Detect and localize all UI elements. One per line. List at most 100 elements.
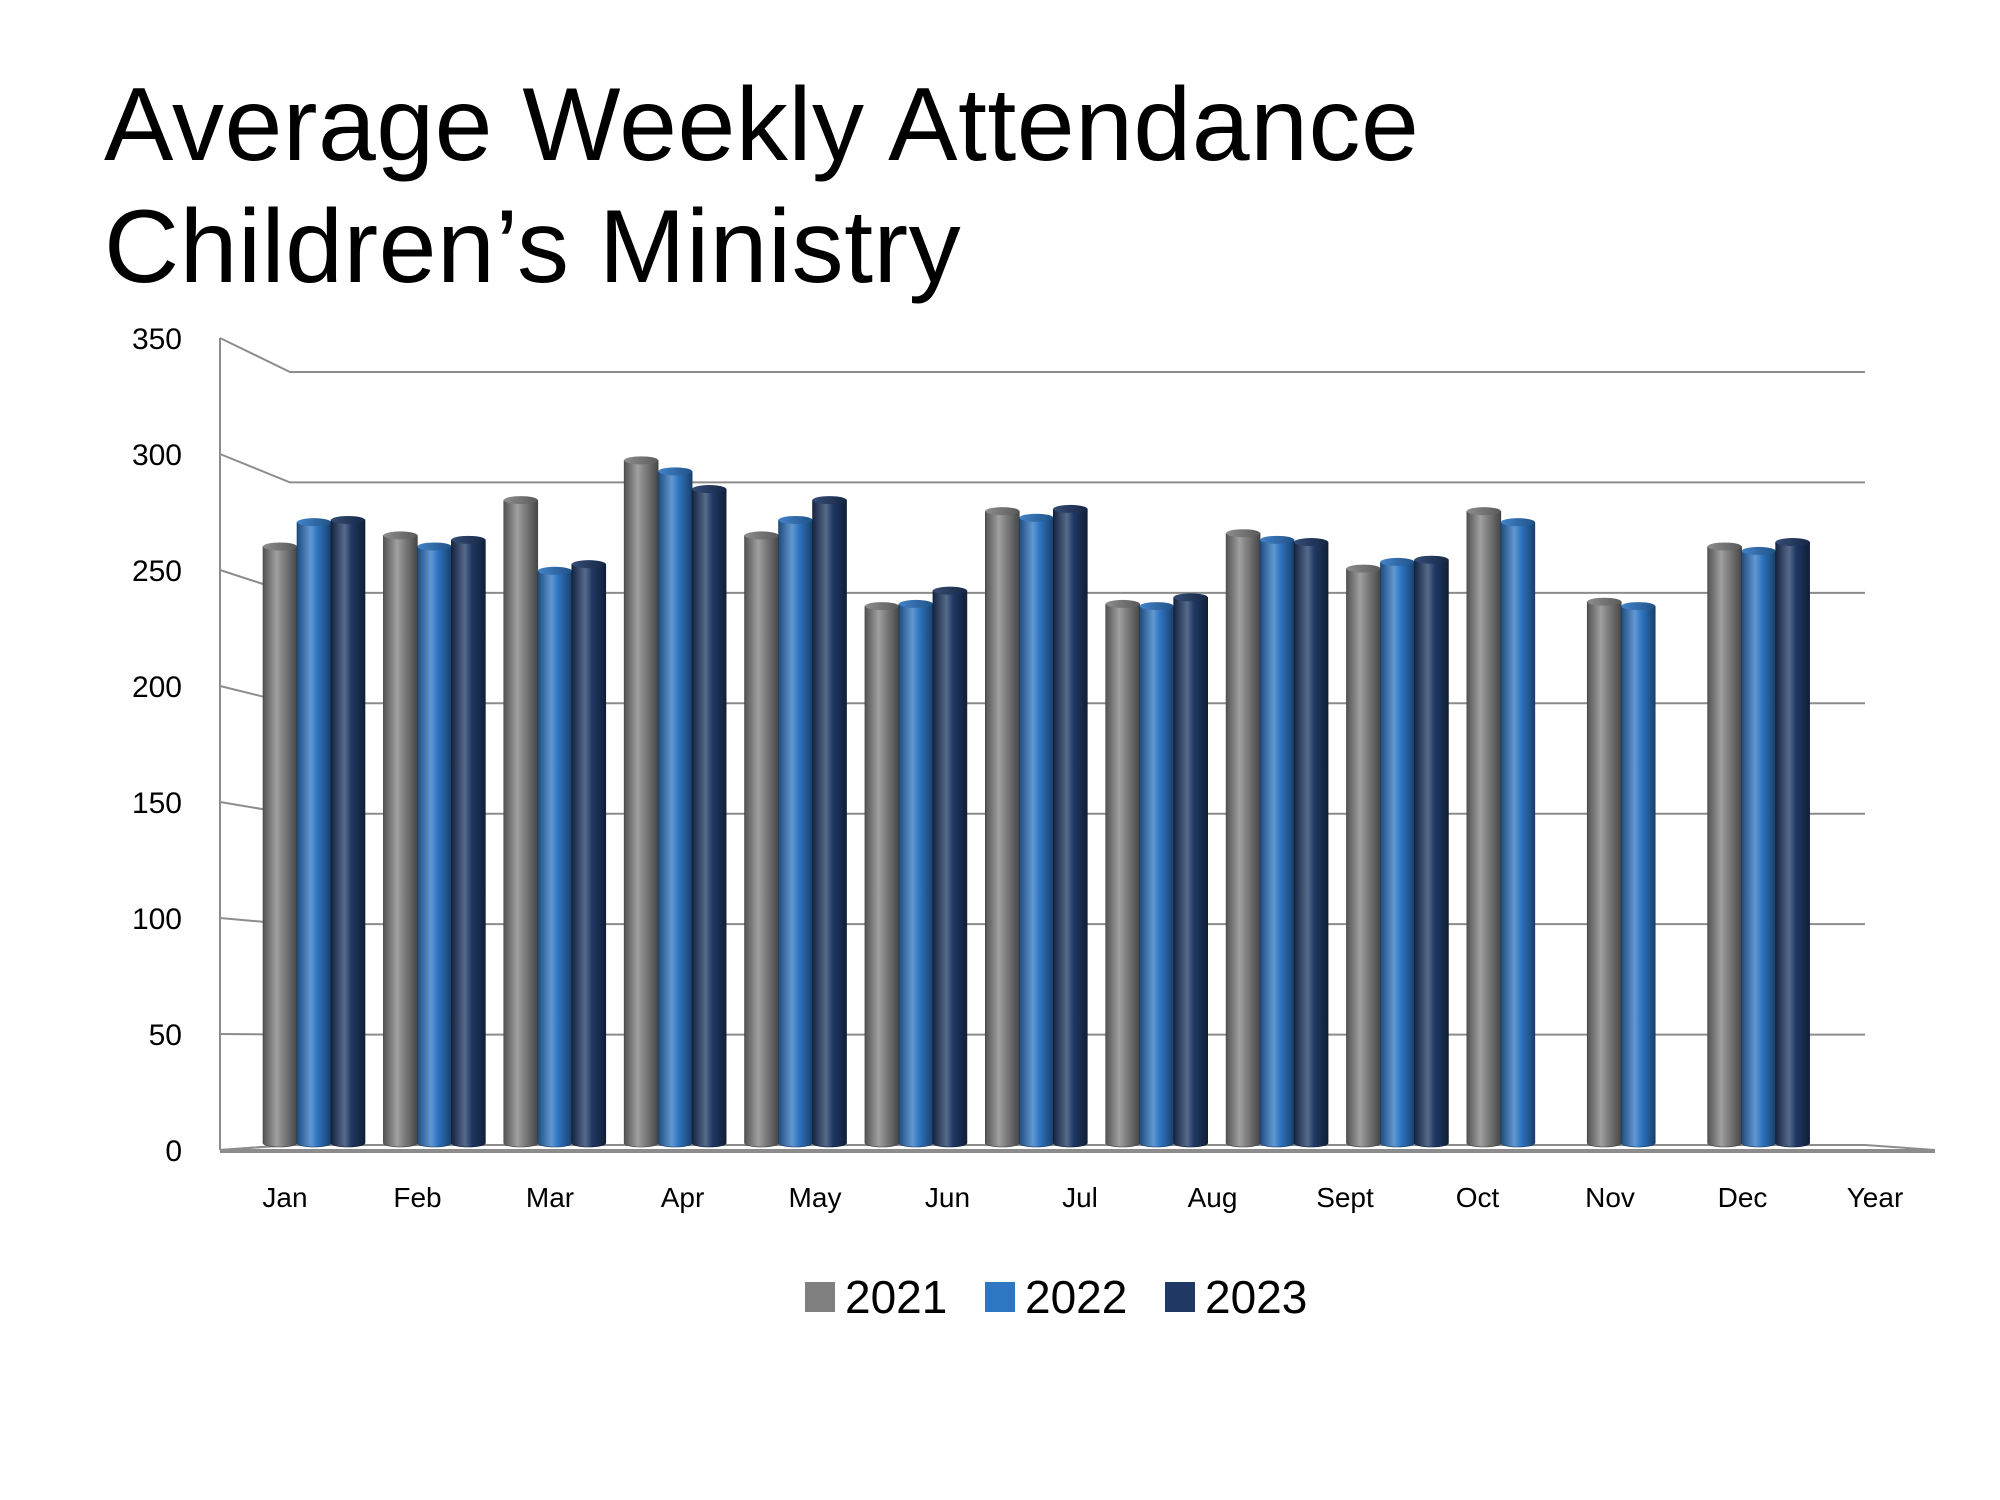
bar-cap — [1741, 546, 1776, 555]
bar-cap — [571, 560, 606, 569]
bar-body — [623, 460, 659, 1148]
bar-dec-2021 — [1586, 597, 1622, 1148]
bars — [262, 456, 1810, 1148]
bar-body — [691, 488, 727, 1148]
bar-aug-2022 — [1139, 602, 1174, 1148]
bar-cap — [1139, 602, 1174, 611]
bar-cap — [1500, 518, 1535, 527]
bar-cap — [1707, 542, 1742, 551]
bar-sept-2022 — [1259, 535, 1295, 1148]
bar-cap — [1053, 504, 1088, 513]
bar-jun-2022 — [898, 599, 934, 1148]
bar-body — [1500, 521, 1536, 1148]
bar-body — [1105, 603, 1140, 1148]
x-label-jul: Jul — [1062, 1182, 1098, 1213]
y-tick-label: 150 — [132, 787, 182, 820]
bar-cap — [985, 507, 1020, 516]
bar-may-2023 — [812, 496, 847, 1148]
bar-body — [1346, 568, 1381, 1148]
bar-mar-2023 — [571, 560, 607, 1148]
x-label-year: Year — [1847, 1182, 1904, 1213]
bar-cap — [1226, 529, 1261, 538]
bar-body — [1053, 508, 1088, 1148]
x-label-jan: Jan — [262, 1182, 307, 1213]
bar-cap — [898, 599, 933, 608]
bar-jun-2023 — [932, 586, 968, 1148]
x-label-may: May — [789, 1182, 842, 1213]
bar-body — [778, 519, 813, 1148]
bar-jan-2022 — [296, 518, 332, 1148]
bar-cap — [1466, 507, 1501, 516]
bar-cap — [658, 467, 693, 476]
bar-nov-2021 — [1466, 507, 1502, 1148]
bar-body — [812, 499, 847, 1148]
bar-body — [417, 546, 452, 1148]
x-label-jun: Jun — [925, 1182, 970, 1213]
bar-dec-2022 — [1620, 602, 1656, 1148]
bar-oct-2021 — [1346, 564, 1381, 1148]
bar-aug-2021 — [1105, 599, 1140, 1148]
gridline — [219, 337, 1865, 373]
legend-label: 2021 — [845, 1271, 947, 1323]
bar-body — [1259, 539, 1295, 1148]
bar-body — [451, 539, 486, 1148]
bar-cap — [537, 566, 572, 575]
bar-cap — [1019, 513, 1054, 522]
bar-cap — [692, 485, 727, 494]
bar-body — [864, 605, 900, 1148]
legend-label: 2023 — [1205, 1271, 1307, 1323]
y-tick-label: 50 — [149, 1019, 182, 1052]
x-label-apr: Apr — [661, 1182, 705, 1213]
bar-cap — [864, 602, 899, 611]
bar-cap — [1380, 557, 1415, 566]
bar-jul-2023 — [1053, 504, 1088, 1148]
bar-feb-2023 — [451, 535, 486, 1148]
legend: 2021 2022 2023 — [805, 1271, 1307, 1323]
bar-body — [744, 535, 779, 1148]
legend-item-2021: 2021 — [805, 1271, 947, 1323]
bar-body — [1173, 596, 1208, 1148]
bar-body — [985, 510, 1020, 1148]
title-line-1: Average Weekly Attendance — [104, 67, 1420, 183]
bar-cap — [1105, 599, 1140, 608]
bar-jul-2021 — [985, 507, 1020, 1148]
legend-swatch — [805, 1282, 835, 1312]
bar-cap — [932, 586, 967, 595]
bar-apr-2021 — [623, 456, 659, 1148]
bar-year-2021 — [1707, 542, 1742, 1148]
y-tick-label: 0 — [165, 1135, 182, 1168]
bar-body — [898, 603, 934, 1148]
bar-may-2022 — [778, 515, 813, 1148]
bar-cap — [1621, 602, 1656, 611]
bar-year-2023 — [1775, 538, 1810, 1148]
bar-cap — [417, 542, 452, 551]
bar-cap — [1775, 538, 1810, 547]
legend-item-2022: 2022 — [985, 1271, 1127, 1323]
y-axis-ticks: 0 50 100 150 200 250 300 350 — [132, 323, 182, 1168]
bar-body — [1707, 546, 1742, 1148]
bar-cap — [744, 531, 779, 540]
y-tick-label: 300 — [132, 439, 182, 472]
bar-apr-2022 — [657, 467, 693, 1148]
bar-body — [383, 535, 418, 1148]
bar-body — [296, 521, 332, 1148]
bar-cap — [263, 542, 297, 551]
y-tick-label: 250 — [132, 555, 182, 588]
bar-body — [1139, 605, 1174, 1148]
bar-jan-2023 — [330, 515, 366, 1148]
x-axis-labels: Jan Feb Mar Apr May Jun Jul Aug Sept Oct Nov Dec Yea… — [262, 1182, 1903, 1213]
x-label-dec: Dec — [1718, 1182, 1768, 1213]
bar-body — [330, 519, 366, 1148]
bar-may-2021 — [744, 531, 779, 1148]
bar-body — [932, 590, 968, 1148]
bar-body — [1019, 517, 1054, 1148]
bar-body — [537, 570, 573, 1148]
bar-cap — [1587, 597, 1622, 606]
bar-cap — [1294, 538, 1329, 547]
bar-apr-2023 — [691, 485, 727, 1148]
bar-body — [1466, 510, 1502, 1148]
bar-body — [1741, 550, 1776, 1148]
bar-sept-2023 — [1293, 538, 1329, 1148]
bar-nov-2022 — [1500, 518, 1536, 1148]
